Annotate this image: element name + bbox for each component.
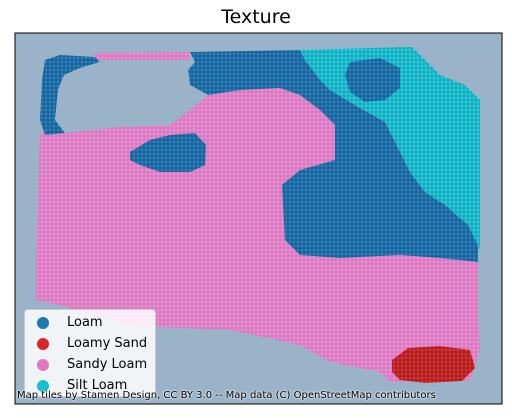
silt-loam-marker [37, 380, 49, 392]
loam-region-east [282, 90, 478, 262]
legend-item-sandy-loam: Sandy Loam [25, 355, 157, 375]
legend-item-silt-loam: Silt Loam [25, 376, 157, 396]
silt-loam-region [300, 47, 480, 250]
loam-region-north [188, 50, 330, 95]
legend-item-loamy-sand: Loamy Sand [25, 334, 157, 354]
map-attribution: Map tiles by Stamen Design, CC BY 3.0 --… [17, 390, 436, 401]
sandy-loam-marker [37, 359, 49, 371]
legend-item-loam: Loam [25, 313, 157, 333]
silt-loam-cutout [345, 58, 400, 102]
open-area-west [55, 60, 208, 133]
map-title: Texture [221, 6, 291, 28]
legend-label: Sandy Loam [67, 357, 148, 372]
legend-label: Loamy Sand [67, 336, 148, 351]
loam-marker [37, 317, 49, 329]
loamy-sand-region [392, 346, 475, 383]
legend: Loam Loamy Sand Sandy Loam Silt Loam [24, 309, 156, 397]
loam-region-central [130, 133, 206, 172]
legend-label: Loam [67, 315, 103, 330]
loamy-sand-marker [37, 338, 49, 350]
loam-region-west [40, 55, 100, 135]
sandy-loam-top-strip [95, 52, 190, 60]
legend-label: Silt Loam [67, 378, 128, 393]
